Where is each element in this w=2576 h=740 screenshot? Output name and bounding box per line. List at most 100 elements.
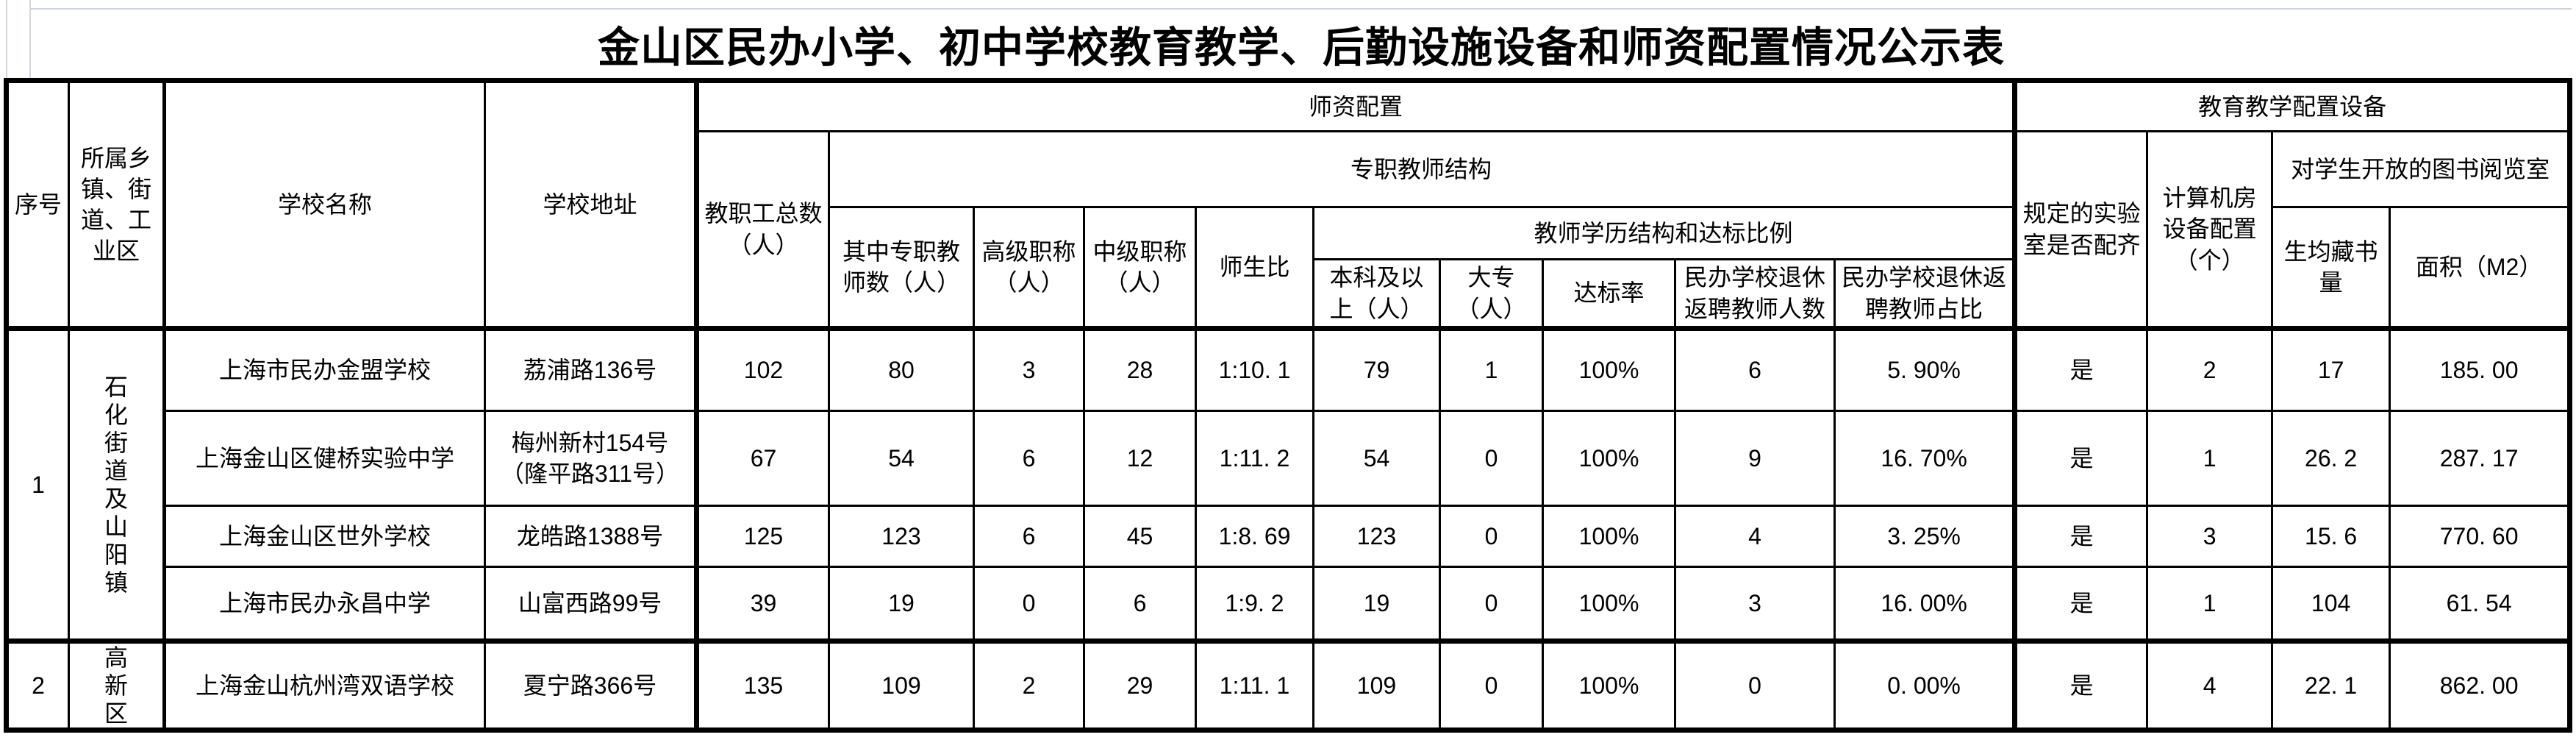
cell-seq: 2 — [5, 638, 70, 731]
cell-area: 862. 00 — [2389, 638, 2572, 731]
cell-senior-title: 3 — [973, 326, 1085, 412]
table-row: 上海市民办永昌中学 山富西路99号 39 19 0 6 1:9. 2 19 0 … — [7, 566, 2572, 642]
cell-fulltime-count: 54 — [828, 410, 975, 507]
table-row: 上海金山区健桥实验中学 梅州新村154号 （隆平路311号） 67 54 6 1… — [7, 410, 2572, 507]
cell-pass-rate: 100% — [1542, 638, 1676, 731]
cell-retired-pct: 5. 90% — [1833, 326, 2017, 412]
cell-seq: 1 — [5, 326, 70, 642]
group-header-fulltime-structure: 专职教师结构 — [827, 130, 2017, 208]
cell-school-address: 龙皓路1388号 — [484, 505, 698, 568]
col-header-school-name: 学校名称 — [162, 79, 486, 330]
col-header-fulltime-count: 其中专职教 师数（人） — [828, 206, 975, 330]
schools-table: 序号 所属乡 镇、街 道、工 业区 学校名称 学校地址 师资配置 教育教学配置设… — [4, 78, 2573, 733]
cell-college: 0 — [1439, 566, 1544, 642]
cell-district: 石 化 街 道 及 山 阳 镇 — [68, 326, 165, 642]
cell-ratio: 1:10. 1 — [1195, 326, 1314, 412]
col-header-books-per-student: 生均藏书 量 — [2271, 206, 2391, 330]
cell-middle-title: 29 — [1083, 638, 1197, 731]
col-header-district: 所属乡 镇、街 道、工 业区 — [68, 79, 165, 330]
cell-books-per-student: 104 — [2271, 566, 2391, 642]
col-header-staff-total: 教职工总数 （人） — [694, 130, 830, 330]
cell-area: 185. 00 — [2389, 326, 2572, 412]
col-header-computer-rooms: 计算机房 设备配置 （个） — [2146, 130, 2274, 330]
cell-school-name: 上海金山区健桥实验中学 — [162, 410, 486, 507]
cell-fulltime-count: 80 — [828, 326, 975, 412]
cell-area: 770. 60 — [2389, 505, 2572, 568]
cell-retired-count: 6 — [1674, 326, 1836, 412]
cell-bachelor: 123 — [1312, 505, 1441, 568]
cell-pass-rate: 100% — [1542, 410, 1676, 507]
group-header-library: 对学生开放的图书阅览室 — [2271, 130, 2572, 208]
cell-college: 0 — [1439, 505, 1544, 568]
cell-pass-rate: 100% — [1542, 505, 1676, 568]
cell-school-address: 梅州新村154号 （隆平路311号） — [484, 410, 698, 507]
table-row: 上海金山区世外学校 龙皓路1388号 125 123 6 45 1:8. 69 … — [7, 505, 2572, 568]
table-row: 1 石 化 街 道 及 山 阳 镇 上海市民办金盟学校 荔浦路136号 102 … — [5, 326, 2572, 642]
cell-computer-rooms: 1 — [2146, 566, 2274, 642]
cell-lab-equipped: 是 — [2012, 566, 2149, 642]
cell-staff-total: 67 — [694, 410, 830, 507]
cell-school-address: 夏宁路366号 — [484, 638, 698, 731]
gridline-vertical-b — [29, 0, 31, 81]
cell-college: 0 — [1439, 638, 1544, 731]
cell-ratio: 1:11. 2 — [1195, 410, 1314, 507]
cell-ratio: 1:8. 69 — [1195, 505, 1314, 568]
cell-computer-rooms: 2 — [2146, 326, 2274, 412]
cell-senior-title: 2 — [973, 638, 1085, 731]
cell-school-name: 上海市民办永昌中学 — [162, 566, 486, 642]
cell-school-address: 荔浦路136号 — [484, 326, 698, 412]
cell-retired-count: 0 — [1674, 638, 1836, 731]
col-header-pass-rate: 达标率 — [1542, 258, 1676, 330]
cell-lab-equipped: 是 — [2012, 326, 2149, 412]
col-header-senior-title: 高级职称 （人） — [973, 206, 1085, 330]
col-header-seq: 序号 — [5, 79, 70, 330]
cell-ratio: 1:11. 1 — [1195, 638, 1314, 731]
group-header-equipment: 教育教学配置设备 — [2012, 79, 2572, 132]
cell-lab-equipped: 是 — [2012, 638, 2149, 731]
cell-college: 0 — [1439, 410, 1544, 507]
cell-books-per-student: 15. 6 — [2271, 505, 2391, 568]
cell-staff-total: 135 — [694, 638, 830, 731]
header-row-3: 其中专职教 师数（人） 高级职称 （人） 中级职称 （人） 师生比 教师学历结构… — [7, 206, 2572, 330]
col-header-retired-count: 民办学校退休 返聘教师人数 — [1674, 258, 1836, 330]
cell-books-per-student: 22. 1 — [2271, 638, 2391, 731]
table-row: 2 高 新 区 上海金山杭州湾双语学校 夏宁路366号 135 109 2 29… — [5, 638, 2572, 731]
cell-senior-title: 6 — [973, 505, 1085, 568]
cell-middle-title: 28 — [1083, 326, 1197, 412]
header-row-4: 本科及以 上（人） 大专 （人） 达标率 民办学校退休 返聘教师人数 民办学校退… — [7, 258, 2570, 330]
cell-computer-rooms: 1 — [2146, 410, 2274, 507]
cell-school-name: 上海金山杭州湾双语学校 — [162, 638, 486, 731]
cell-school-name: 上海金山区世外学校 — [162, 505, 486, 568]
cell-college: 1 — [1439, 326, 1544, 412]
cell-area: 61. 54 — [2389, 566, 2572, 642]
cell-senior-title: 6 — [973, 410, 1085, 507]
gridline-top — [29, 8, 2572, 10]
col-header-ratio: 师生比 — [1195, 206, 1314, 330]
cell-bachelor: 109 — [1312, 638, 1441, 731]
col-header-school-address: 学校地址 — [484, 79, 698, 330]
page-title: 金山区民办小学、初中学校教育教学、后勤设施设备和师资配置情况公示表 — [598, 24, 2005, 71]
col-header-college: 大专 （人） — [1439, 258, 1544, 330]
col-header-area: 面积（M2） — [2389, 206, 2572, 330]
cell-fulltime-count: 19 — [828, 566, 975, 642]
cell-staff-total: 102 — [694, 326, 830, 412]
cell-ratio: 1:9. 2 — [1195, 566, 1314, 642]
cell-area: 287. 17 — [2389, 410, 2572, 507]
cell-district: 高 新 区 — [68, 638, 165, 731]
cell-bachelor: 19 — [1312, 566, 1441, 642]
cell-bachelor: 54 — [1312, 410, 1441, 507]
header-row-2: 教职工总数 （人） 专职教师结构 规定的实验 室是否配齐 计算机房 设备配置 （… — [7, 130, 2572, 330]
cell-school-name: 上海市民办金盟学校 — [162, 326, 486, 412]
cell-computer-rooms: 3 — [2146, 505, 2274, 568]
cell-retired-pct: 16. 70% — [1833, 410, 2017, 507]
cell-lab-equipped: 是 — [2012, 505, 2149, 568]
col-header-bachelor: 本科及以 上（人） — [1312, 258, 1441, 330]
col-header-lab-equipped: 规定的实验 室是否配齐 — [2012, 130, 2149, 330]
cell-school-address: 山富西路99号 — [484, 566, 698, 642]
cell-fulltime-count: 123 — [828, 505, 975, 568]
header-row-1: 序号 所属乡 镇、街 道、工 业区 学校名称 学校地址 师资配置 教育教学配置设… — [5, 79, 2572, 330]
cell-books-per-student: 26. 2 — [2271, 410, 2391, 507]
cell-retired-count: 3 — [1674, 566, 1836, 642]
group-header-faculty: 师资配置 — [693, 79, 2017, 132]
